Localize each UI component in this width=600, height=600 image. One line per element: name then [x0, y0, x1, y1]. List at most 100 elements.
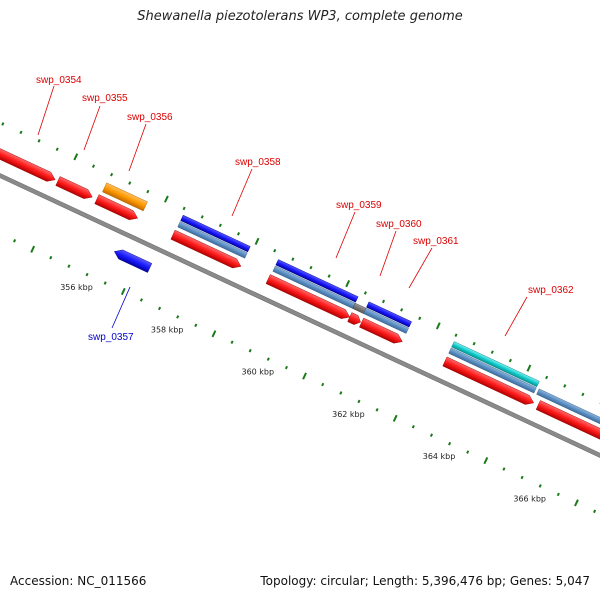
tick-mark: [508, 358, 512, 363]
scale-label: 356 kbp: [60, 283, 93, 292]
leader-line: [379, 230, 397, 277]
accession-text: Accession: NC_011566: [10, 574, 147, 588]
tick-mark: [128, 181, 132, 185]
tick-mark: [472, 341, 476, 346]
cds-arrow[interactable]: [0, 144, 57, 184]
leader-line: [37, 85, 55, 136]
scale-label: 364 kbp: [423, 452, 456, 461]
scale-label: 362 kbp: [332, 410, 365, 419]
tick-mark: [291, 257, 295, 261]
tick-mark: [309, 265, 313, 270]
cds-arrow[interactable]: [55, 176, 95, 201]
tick-mark: [490, 350, 494, 354]
feature-bar[interactable]: [366, 301, 412, 328]
tick-mark: [266, 357, 270, 361]
scale-label: 366 kbp: [513, 494, 546, 503]
tick-mark: [158, 306, 162, 311]
tick-mark: [273, 248, 277, 253]
tick-mark: [556, 492, 560, 497]
leader-line: [128, 123, 147, 172]
tick-mark: [218, 223, 222, 228]
scale-label: 360 kbp: [241, 368, 274, 377]
tick-mark: [230, 340, 234, 345]
scale-label: 358 kbp: [151, 325, 184, 334]
tick-mark: [435, 322, 441, 330]
tick-mark: [357, 399, 361, 404]
cds-arrow[interactable]: [535, 400, 600, 444]
feature-bar[interactable]: [363, 307, 409, 334]
cds-arrow[interactable]: [347, 312, 363, 327]
gene-label[interactable]: swp_0359: [336, 200, 382, 211]
tick-mark: [563, 384, 567, 388]
tick-mark: [13, 239, 17, 243]
tick-mark: [19, 130, 23, 135]
feature-bar[interactable]: [448, 347, 537, 394]
tick-mark: [67, 264, 71, 268]
tick-mark: [146, 189, 150, 194]
tick-mark: [392, 414, 398, 422]
tick-mark: [73, 153, 79, 161]
gene-label[interactable]: swp_0362: [528, 285, 574, 296]
tick-mark: [363, 291, 367, 295]
tick-mark: [574, 499, 579, 507]
cds-arrow[interactable]: [359, 317, 404, 346]
cds-arrow[interactable]: [442, 356, 536, 407]
tick-mark: [37, 139, 41, 143]
tick-mark: [30, 245, 36, 253]
gene-label[interactable]: swp_0360: [376, 219, 422, 230]
tick-mark: [120, 287, 126, 296]
tick-mark: [194, 323, 198, 328]
tick-mark: [581, 392, 585, 397]
genome-backbone: [0, 147, 600, 474]
tick-mark: [55, 147, 59, 152]
scale-labels: 356 kbp 358 kbp 360 kbp 362 kbp 364 kbp 366 k…: [60, 283, 546, 503]
tick-mark: [1, 122, 5, 126]
tick-mark: [176, 315, 180, 319]
tick-mark: [429, 433, 433, 438]
tick-mark: [593, 509, 597, 514]
tick-mark: [211, 330, 217, 338]
leader-line: [111, 286, 131, 329]
tick-mark: [375, 408, 379, 412]
tick-mark: [302, 372, 307, 380]
cds-arrow-reverse[interactable]: [112, 247, 153, 273]
orange-feature[interactable]: [102, 182, 148, 212]
tick-mark: [139, 298, 143, 302]
cds-arrow[interactable]: [94, 194, 140, 223]
tick-mark: [103, 281, 107, 285]
feature-bar[interactable]: [275, 259, 359, 303]
tick-mark: [254, 237, 260, 245]
gene-label[interactable]: swp_0358: [235, 157, 281, 168]
cyan-feature[interactable]: [451, 341, 540, 387]
tick-mark: [526, 364, 532, 372]
gene-labels: swp_0354 swp_0355 swp_0356 swp_0357 swp_…: [36, 75, 574, 343]
tick-mark: [248, 348, 252, 353]
tick-mark: [339, 391, 343, 395]
tick-mark: [520, 475, 524, 480]
tick-mark: [345, 280, 351, 288]
tick-mark: [448, 441, 452, 446]
tick-mark: [327, 274, 331, 278]
gene-label[interactable]: swp_0361: [413, 236, 459, 247]
cds-arrow[interactable]: [265, 274, 352, 322]
tick-mark: [321, 382, 325, 387]
gene-label[interactable]: swp_0354: [36, 75, 82, 86]
tick-mark: [400, 308, 404, 312]
gene-label[interactable]: swp_0357: [88, 332, 134, 343]
tick-mark: [284, 365, 288, 370]
tick-mark: [502, 467, 506, 471]
tick-mark: [200, 215, 204, 219]
tick-mark: [110, 172, 114, 177]
feature-bar[interactable]: [177, 221, 248, 259]
tick-mark: [418, 316, 422, 321]
leader-line: [408, 247, 433, 289]
leader-line: [335, 211, 356, 259]
tick-mark: [545, 375, 549, 380]
gene-label[interactable]: swp_0355: [82, 93, 128, 104]
feature-bar[interactable]: [180, 214, 251, 253]
cds-arrow[interactable]: [170, 229, 243, 271]
tick-mark: [164, 195, 169, 203]
genome-stats-text: Topology: circular; Length: 5,396,476 bp…: [260, 574, 590, 588]
gene-label[interactable]: swp_0356: [127, 112, 173, 123]
